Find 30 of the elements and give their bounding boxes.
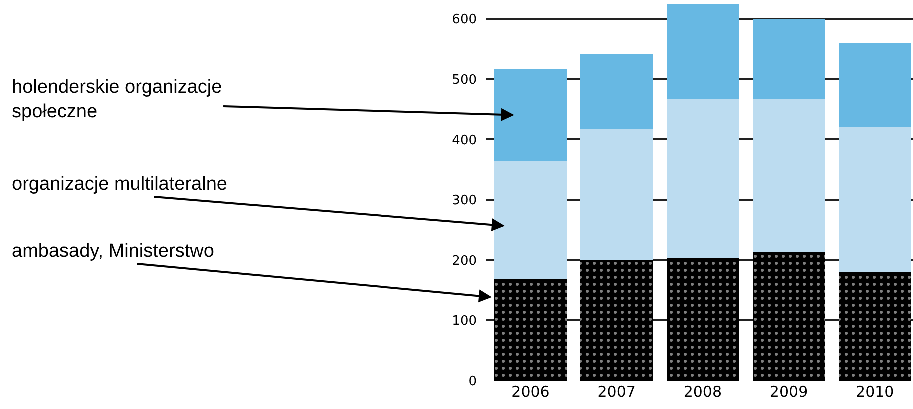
x-tick-label: 2008 — [684, 383, 722, 401]
bar — [494, 279, 567, 381]
bar — [580, 129, 654, 260]
x-tick-label: 2010 — [856, 383, 894, 401]
y-tick-label: 400 — [452, 133, 477, 148]
y-tick-label: 500 — [452, 72, 477, 88]
y-tick-label: 300 — [452, 194, 477, 209]
bar — [838, 43, 912, 128]
bar — [752, 99, 826, 252]
bar — [666, 4, 740, 100]
bar — [838, 272, 912, 381]
bar — [494, 69, 567, 162]
y-tick-label: 100 — [452, 314, 477, 330]
bar — [838, 127, 912, 272]
x-tick-label: 2009 — [770, 383, 808, 401]
bar — [580, 54, 654, 130]
text: ambasady, Ministerstwo — [12, 241, 214, 262]
y-tick-label: 0 — [468, 374, 477, 390]
bar — [752, 20, 826, 100]
text: holenderskie organizacje społeczne — [12, 77, 222, 123]
y-tick-label: 200 — [452, 254, 477, 269]
y-tick-label: 600 — [452, 12, 477, 28]
x-tick-label: 2006 — [512, 383, 550, 401]
bar — [752, 252, 826, 381]
bar — [580, 260, 654, 381]
bar — [494, 161, 567, 280]
text: organizacje multilateralne — [12, 174, 228, 195]
bar — [666, 99, 740, 258]
x-tick-label: 2007 — [598, 383, 636, 401]
bar — [666, 258, 740, 381]
